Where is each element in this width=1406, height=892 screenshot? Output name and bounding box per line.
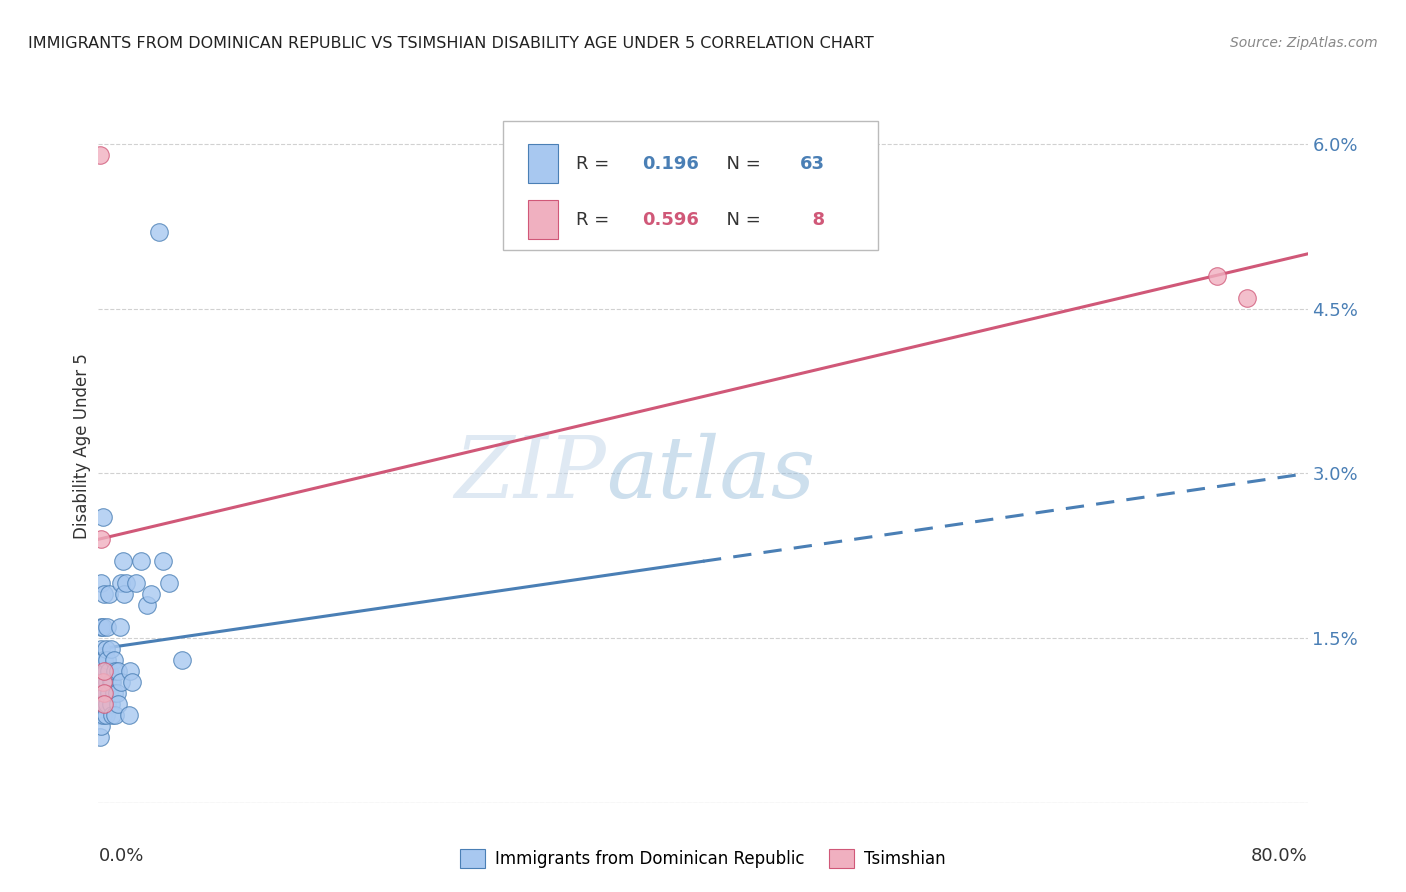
Point [103, 686, 125, 700]
Point [91, 510, 114, 524]
Point [96, 697, 118, 711]
Point [104, 708, 127, 723]
Point [91, 675, 114, 690]
Point [91, 675, 114, 690]
Text: Source: ZipAtlas.com: Source: ZipAtlas.com [1230, 36, 1378, 50]
Point [98, 686, 121, 700]
Point [90, 664, 112, 678]
Point [100, 642, 122, 657]
Point [90, 533, 112, 547]
Text: ZIP: ZIP [454, 434, 606, 516]
Point [91, 620, 114, 634]
Point [91, 708, 114, 723]
Point [101, 708, 124, 723]
Point [148, 225, 170, 239]
Point [94, 708, 117, 723]
Point [101, 675, 124, 690]
Point [89, 686, 111, 700]
Legend: Immigrants from Dominican Republic, Tsimshian: Immigrants from Dominican Republic, Tsim… [453, 843, 953, 875]
Point [90, 642, 112, 657]
Point [105, 686, 128, 700]
Point [98, 664, 121, 678]
Point [103, 653, 125, 667]
Point [93, 686, 115, 700]
Point [118, 708, 141, 723]
Point [108, 620, 131, 634]
Text: 0.196: 0.196 [643, 154, 699, 173]
Point [90, 576, 112, 591]
Point [129, 554, 152, 568]
Text: 0.0%: 0.0% [98, 847, 143, 864]
Point [93, 675, 115, 690]
Text: R =: R = [576, 211, 614, 228]
Point [96, 620, 118, 634]
Point [121, 675, 143, 690]
Point [90, 620, 112, 634]
Point [93, 653, 115, 667]
Point [93, 664, 115, 678]
Point [104, 664, 127, 678]
Point [1206, 268, 1229, 283]
Text: N =: N = [716, 154, 766, 173]
Point [96, 653, 118, 667]
Text: 8: 8 [800, 211, 825, 228]
Point [107, 697, 129, 711]
Point [170, 653, 193, 667]
Point [114, 576, 136, 591]
Point [91, 686, 114, 700]
Point [91, 653, 114, 667]
Point [120, 664, 142, 678]
Point [94, 642, 117, 657]
Point [111, 554, 134, 568]
Point [90, 686, 112, 700]
Text: N =: N = [716, 211, 766, 228]
Text: 80.0%: 80.0% [1251, 847, 1308, 864]
Point [93, 697, 115, 711]
Point [89, 148, 111, 162]
FancyBboxPatch shape [527, 145, 558, 184]
Text: 0.596: 0.596 [643, 211, 699, 228]
Point [90, 719, 112, 733]
Point [89, 708, 111, 723]
Point [94, 686, 117, 700]
Point [159, 576, 181, 591]
Point [152, 554, 174, 568]
Point [110, 675, 132, 690]
Point [110, 576, 132, 591]
Point [1236, 291, 1258, 305]
Point [89, 664, 111, 678]
FancyBboxPatch shape [503, 121, 879, 250]
Text: 63: 63 [800, 154, 825, 173]
Point [100, 675, 122, 690]
Point [107, 664, 129, 678]
Point [89, 675, 111, 690]
Point [89, 730, 111, 744]
Point [98, 587, 121, 601]
Y-axis label: Disability Age Under 5: Disability Age Under 5 [73, 353, 91, 539]
Text: R =: R = [576, 154, 614, 173]
Text: IMMIGRANTS FROM DOMINICAN REPUBLIC VS TSIMSHIAN DISABILITY AGE UNDER 5 CORRELATI: IMMIGRANTS FROM DOMINICAN REPUBLIC VS TS… [28, 36, 875, 51]
Point [93, 587, 115, 601]
Point [125, 576, 148, 591]
Point [141, 587, 163, 601]
Point [94, 664, 117, 678]
Point [100, 697, 122, 711]
Point [112, 587, 135, 601]
Point [90, 697, 112, 711]
Point [96, 675, 118, 690]
Point [93, 697, 115, 711]
Point [89, 697, 111, 711]
FancyBboxPatch shape [527, 200, 558, 239]
Point [135, 598, 157, 612]
Text: atlas: atlas [606, 434, 815, 516]
